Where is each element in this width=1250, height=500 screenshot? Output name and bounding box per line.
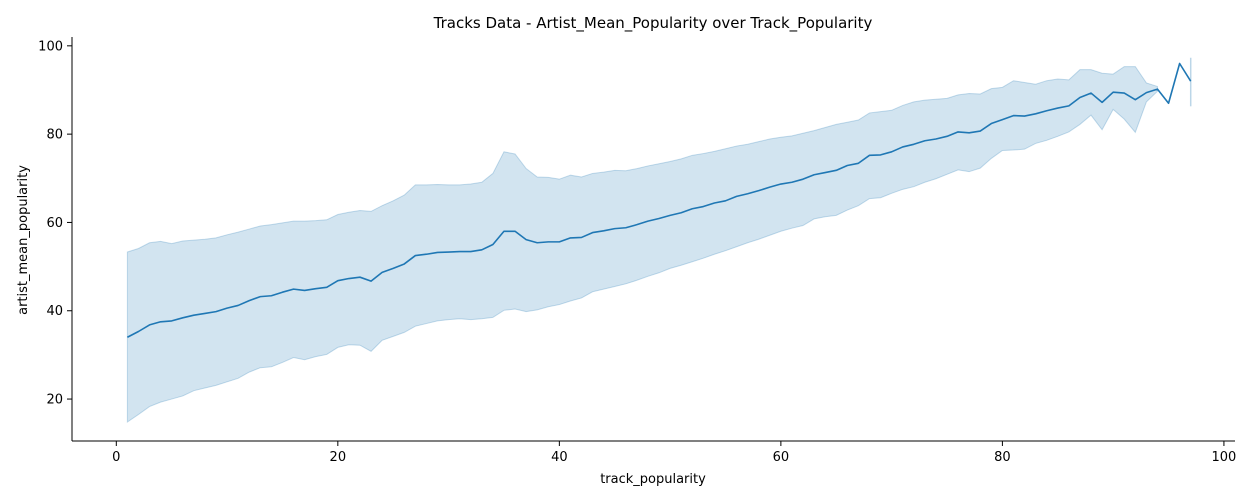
x-axis-label: track_popularity bbox=[600, 472, 706, 487]
x-axis-ticks: 0 20 40 60 80 100 bbox=[112, 441, 1236, 465]
confidence-band-0 bbox=[126, 66, 1158, 423]
x-tick-label: 80 bbox=[994, 450, 1011, 465]
x-tick-label: 20 bbox=[330, 450, 347, 465]
y-tick-label: 40 bbox=[46, 304, 63, 319]
plot-area bbox=[126, 57, 1192, 423]
y-tick-label: 100 bbox=[38, 39, 63, 54]
x-tick-label: 40 bbox=[551, 450, 568, 465]
chart-title: Tracks Data - Artist_Mean_Popularity ove… bbox=[433, 14, 873, 33]
series-line bbox=[127, 62, 1192, 338]
y-tick-label: 20 bbox=[46, 393, 63, 408]
x-tick-label: 0 bbox=[112, 450, 120, 465]
y-tick-label: 80 bbox=[46, 128, 63, 143]
x-tick-label: 60 bbox=[773, 450, 790, 465]
y-axis-ticks: 20 40 60 80 100 bbox=[38, 39, 72, 408]
y-axis-label: artist_mean_popularity bbox=[16, 165, 31, 315]
y-tick-label: 60 bbox=[46, 216, 63, 231]
x-tick-label: 100 bbox=[1212, 450, 1237, 465]
